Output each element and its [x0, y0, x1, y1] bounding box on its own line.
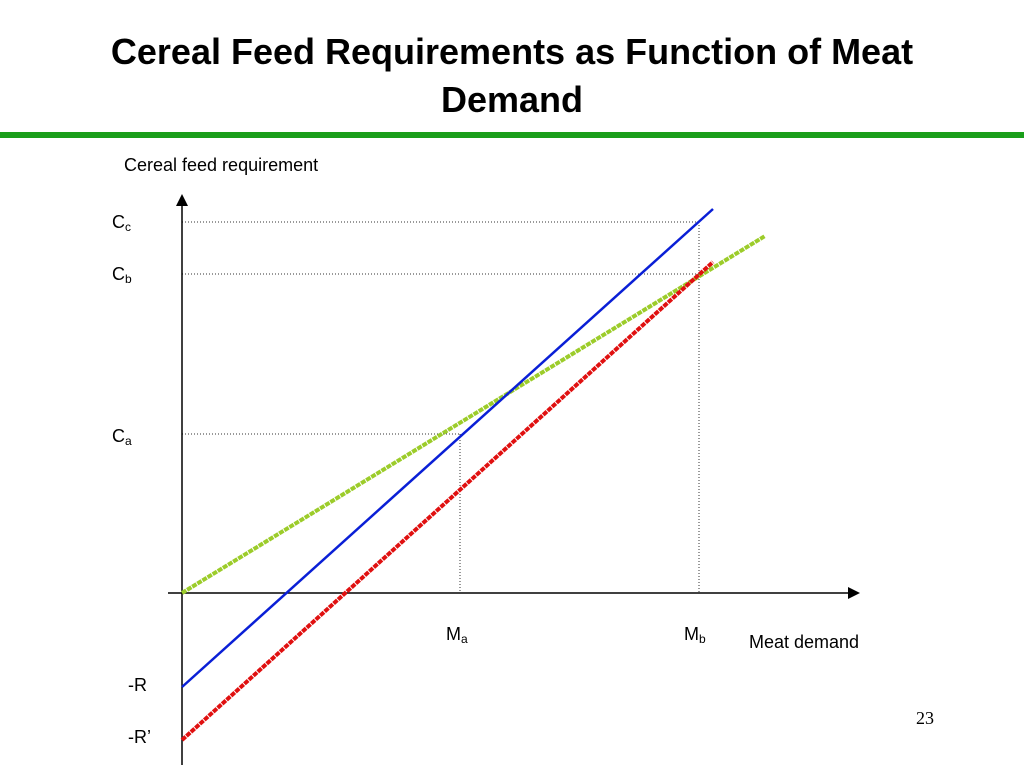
page-number: 23 — [916, 708, 934, 728]
slide-title: Cereal Feed Requirements as Function of … — [110, 31, 914, 120]
intercept-label-r: -R — [128, 675, 147, 695]
tick-label-mb: Mb — [684, 624, 706, 646]
blue-line — [181, 208, 714, 688]
intercept-label-r-prime: -R’ — [128, 727, 151, 747]
x-axis-label: Meat demand — [749, 632, 860, 652]
tick-label-ca: Ca — [112, 426, 132, 448]
green-line — [180, 234, 767, 595]
tick-label-cb: Cb — [112, 264, 132, 286]
y-axis-label: Cereal feed requirement — [124, 155, 319, 175]
red-line — [180, 260, 715, 742]
tick-label-cc: Cc — [112, 212, 131, 234]
tick-label-ma: Ma — [446, 624, 468, 646]
title-divider — [0, 132, 1024, 138]
